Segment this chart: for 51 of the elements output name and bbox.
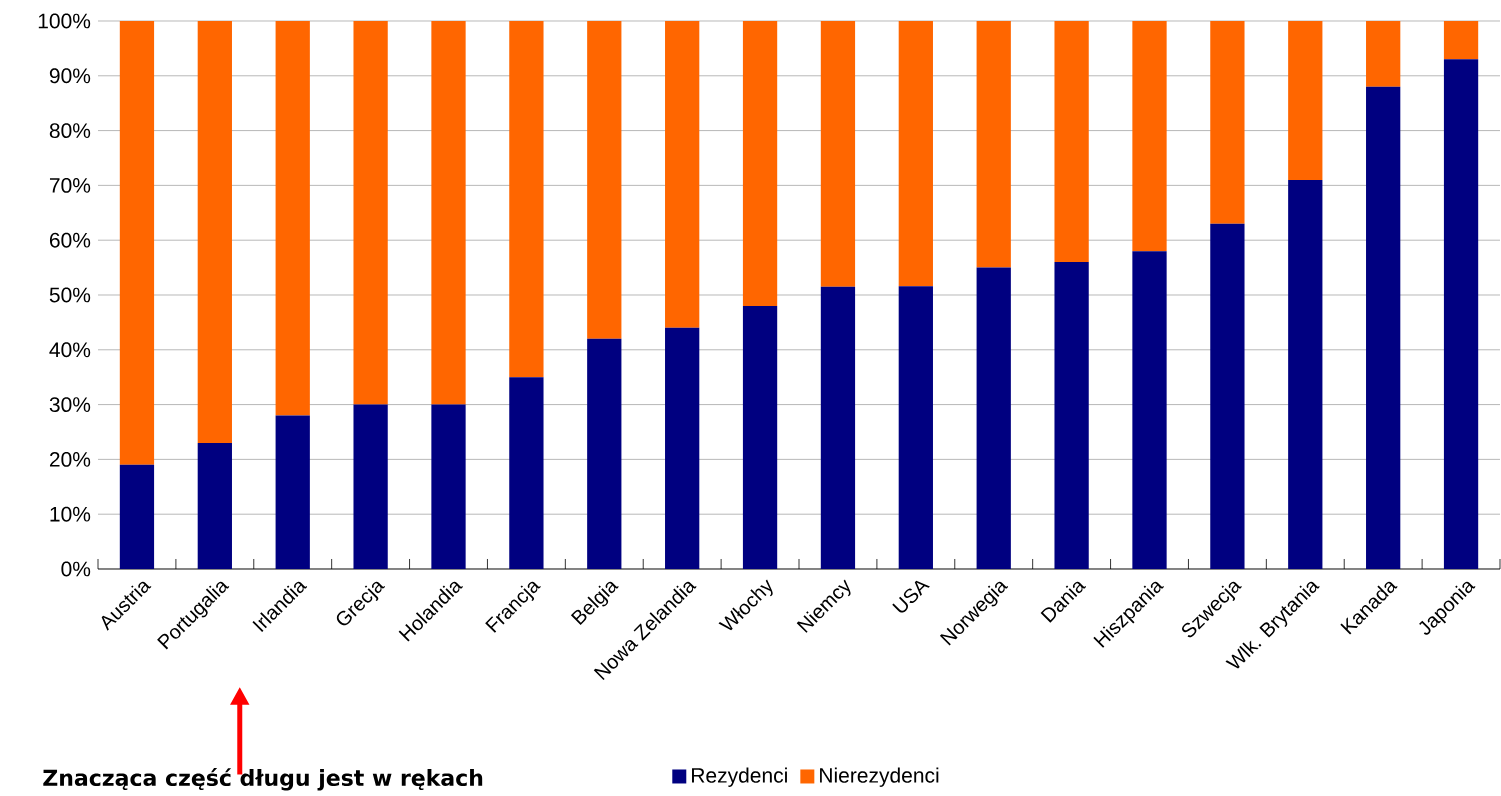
bar [587, 20, 622, 339]
y-tick-label: 60% [49, 232, 91, 248]
y-tick-label: 70% [49, 177, 91, 193]
bar [1210, 223, 1245, 569]
bar [509, 20, 544, 378]
bar [1054, 262, 1089, 569]
legend-label: Nierezydenci [820, 767, 939, 787]
bar [1210, 20, 1245, 224]
y-tick-label: 0% [61, 561, 91, 577]
bar [665, 20, 700, 328]
bar [820, 20, 856, 287]
y-tick-label: 40% [49, 342, 91, 358]
y-tick-label: 20% [49, 451, 91, 467]
bar [1132, 20, 1167, 252]
legend-label: Rezydenci [692, 767, 787, 787]
bar [742, 20, 778, 306]
bar [1132, 251, 1167, 569]
bar [197, 442, 232, 569]
text: Znacząca część długu jest w rękach [43, 768, 483, 791]
y-tick-label: 80% [49, 123, 91, 139]
bar [1054, 20, 1089, 263]
bar [119, 464, 155, 569]
bar [742, 305, 778, 569]
bar [976, 20, 1011, 268]
bar [353, 404, 388, 569]
bar [820, 286, 856, 569]
bar [587, 338, 622, 569]
bar [119, 20, 155, 465]
bar [275, 415, 310, 569]
bar [1366, 86, 1401, 569]
bar [353, 20, 388, 405]
bar [275, 20, 310, 416]
y-tick-label: 30% [49, 397, 91, 413]
bar [509, 377, 544, 569]
bar [1443, 20, 1479, 60]
bar [976, 267, 1011, 569]
y-tick-label: 90% [49, 68, 91, 84]
bar [197, 20, 232, 443]
y-tick-label: 50% [49, 287, 91, 303]
bar [431, 20, 466, 405]
bar [1443, 59, 1479, 569]
x-tick-label: USA [892, 580, 930, 613]
bar [1288, 20, 1323, 180]
bar [898, 20, 933, 287]
bar [665, 327, 700, 569]
bar [1366, 20, 1401, 87]
y-tick-label: 10% [50, 506, 91, 522]
bar [431, 404, 466, 569]
y-tick-label: 100% [38, 13, 91, 29]
bar [1288, 179, 1323, 569]
bar [898, 286, 933, 569]
